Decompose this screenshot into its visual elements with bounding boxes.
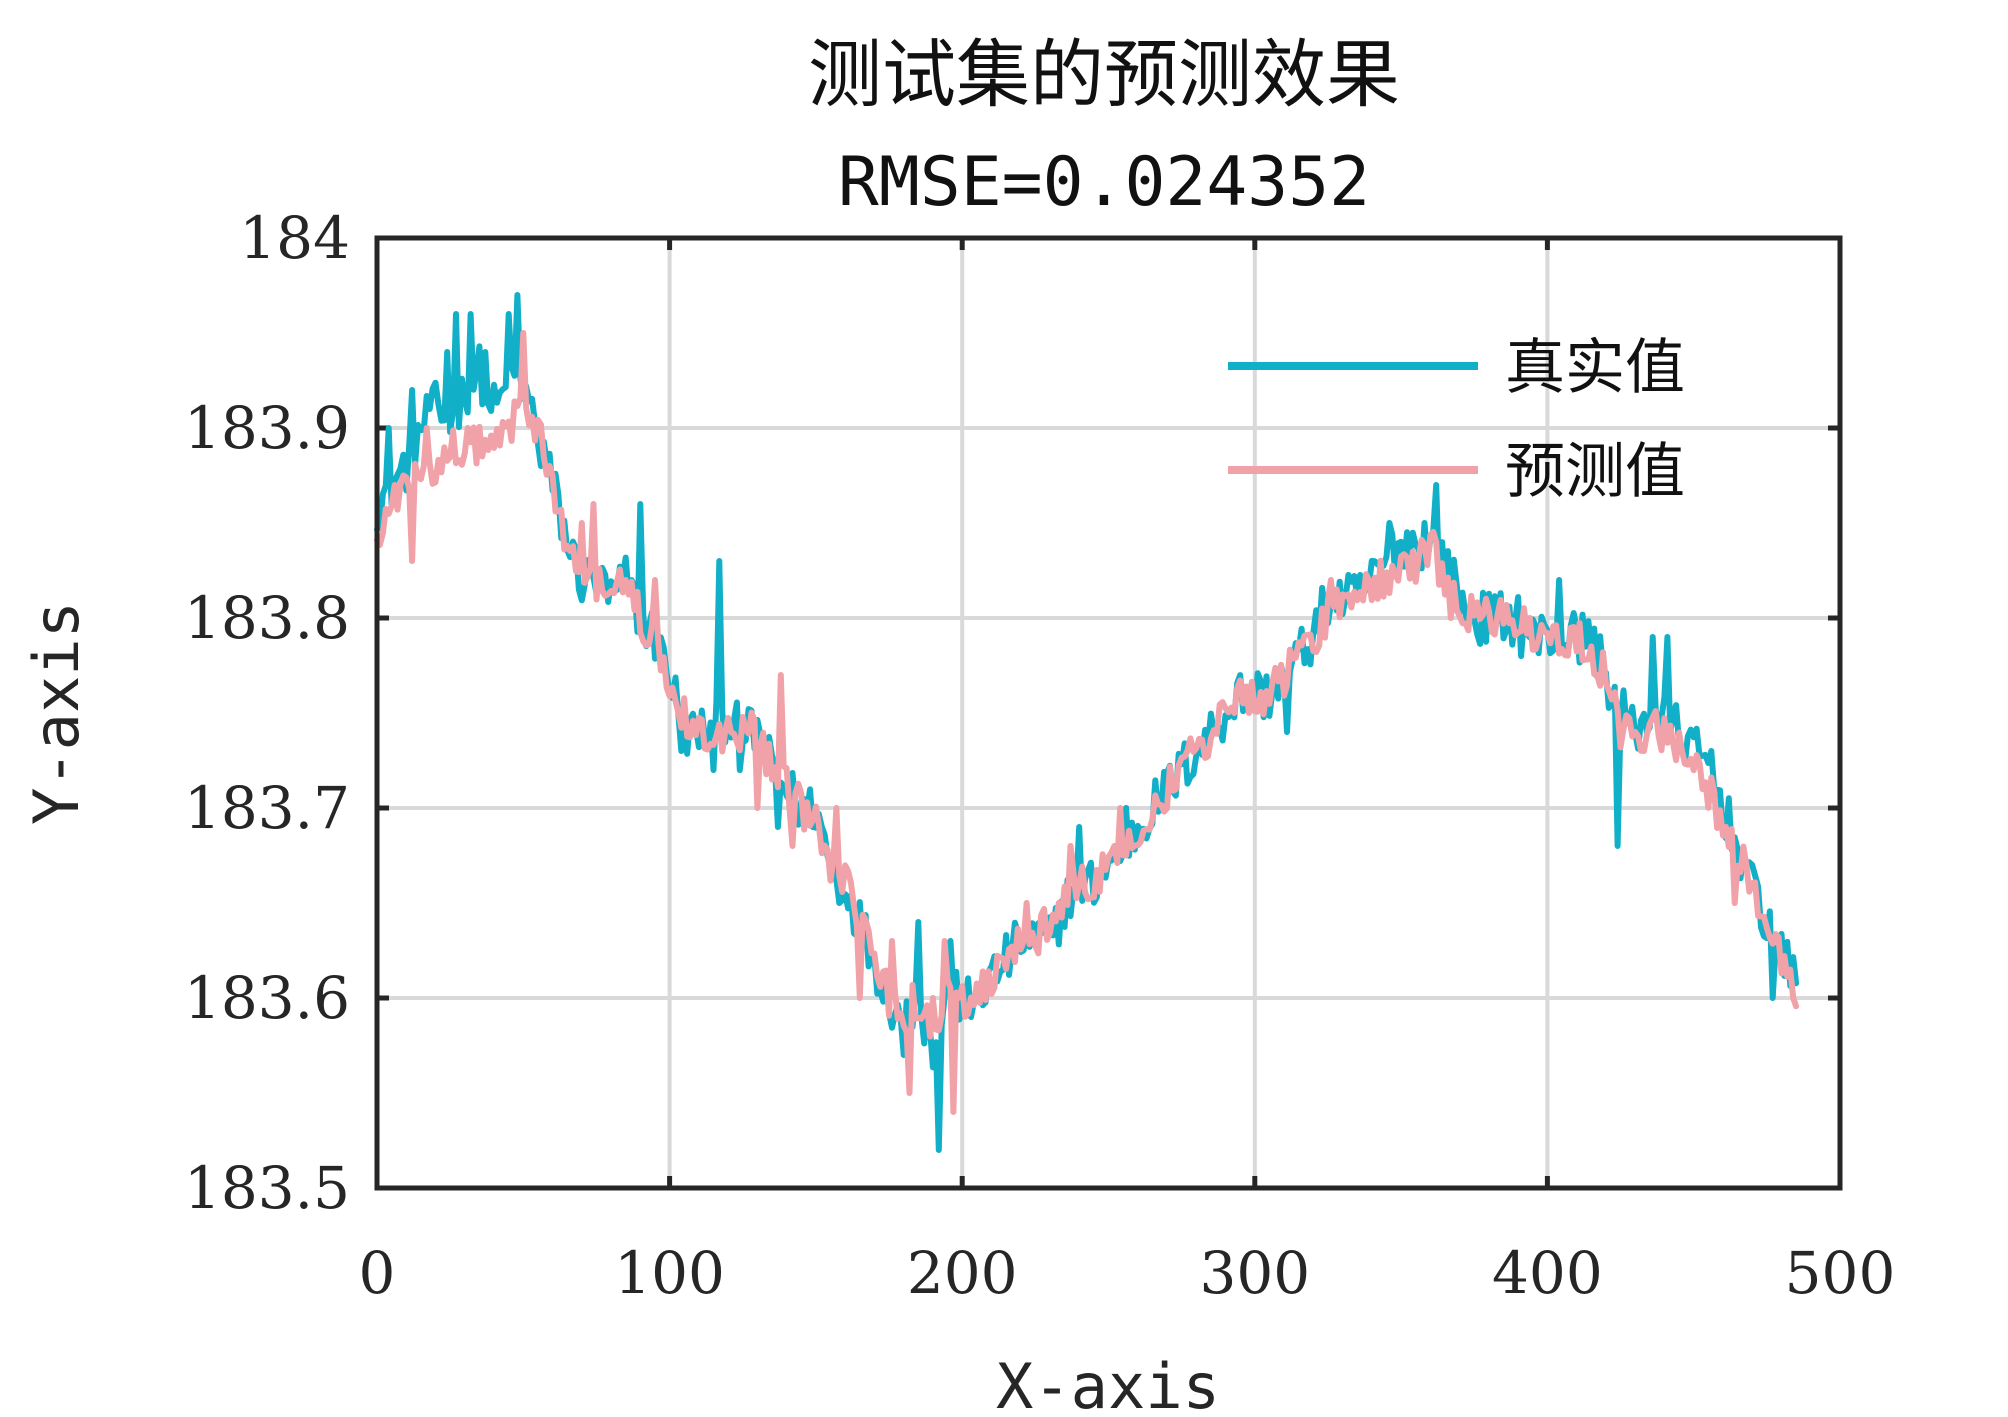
x-axis-label: X-axis [996, 1350, 1220, 1417]
axis-labels: X-axis Y-axis [20, 601, 1220, 1417]
series-pred-line [374, 330, 1800, 1115]
x-tick-label: 300 [1199, 1239, 1310, 1307]
series-layer [374, 292, 1800, 1153]
x-tick-label: 100 [614, 1239, 725, 1307]
y-tick-label: 184 [239, 204, 350, 272]
y-tick-label: 183.8 [184, 584, 350, 652]
axis-ticks: 0 100 200 300 400 500 183.5 183.6 183.7 183.8 183.… [184, 204, 1895, 1307]
y-tick-label: 183.6 [184, 964, 350, 1032]
chart-title: 测试集的预测效果 [808, 32, 1400, 118]
x-tick-label: 500 [1785, 1239, 1896, 1307]
x-tick-label: 200 [907, 1239, 1018, 1307]
y-tick-label: 183.5 [184, 1154, 350, 1222]
x-tick-label: 0 [359, 1239, 396, 1307]
legend: 真实值 预测值 [1228, 333, 1685, 507]
plot-frame [374, 235, 1843, 1191]
y-axis-label: Y-axis [20, 601, 93, 825]
legend-label-pred: 预测值 [1505, 437, 1685, 507]
x-tick-label: 400 [1492, 1239, 1603, 1307]
y-tick-label: 183.9 [184, 394, 350, 462]
chart-subtitle: RMSE=0.024352 [838, 143, 1370, 222]
y-tick-label: 183.7 [184, 774, 350, 842]
legend-label-true: 真实值 [1505, 333, 1685, 403]
